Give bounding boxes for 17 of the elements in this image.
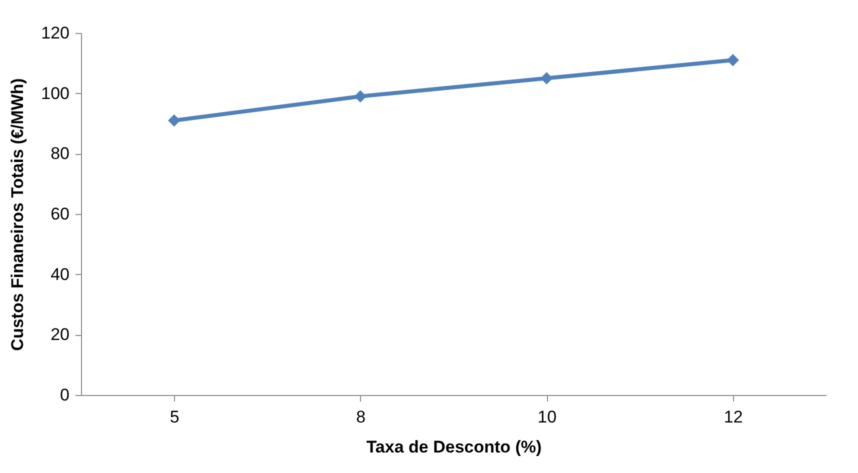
x-tick-label: 8 xyxy=(356,408,366,426)
x-axis-title: Taxa de Desconto (%) xyxy=(366,438,542,456)
point xyxy=(726,54,739,66)
y-tick-label: 20 xyxy=(50,325,70,344)
x-tick-label: 5 xyxy=(170,408,180,426)
y-tick-label: 60 xyxy=(50,204,70,224)
point xyxy=(168,114,180,127)
point xyxy=(354,90,366,102)
point xyxy=(540,72,553,84)
x-tick-label: 12 xyxy=(724,408,743,426)
y-tick-label: 80 xyxy=(50,144,70,164)
y-axis-title: Custos Finaneiros Totais (€/MWh) xyxy=(8,78,28,351)
y-tick-label: 0 xyxy=(60,386,70,404)
y-tick-label: 40 xyxy=(50,264,70,284)
y-tick-label: 100 xyxy=(41,84,70,103)
y-tick-label: 120 xyxy=(41,24,70,42)
x-tick-label: 10 xyxy=(538,408,557,426)
